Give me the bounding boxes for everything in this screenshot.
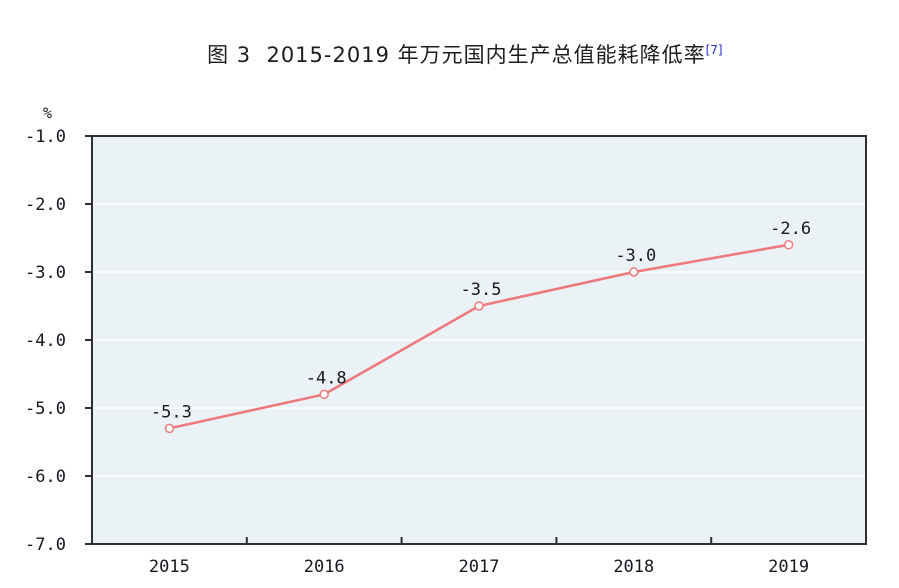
plot-border [91,135,867,545]
x-axis-tick-label: 2017 [459,557,500,577]
x-axis-tick-label: 2019 [768,557,809,577]
chart-title: 图 3 2015-2019 年万元国内生产总值能耗降低率[7] [0,15,899,93]
data-point-label: -3.5 [461,280,502,300]
data-point-marker [629,267,639,277]
chart-title-superscript: [7] [705,43,723,57]
chart-title-text: 图 3 2015-2019 年万元国内生产总值能耗降低率 [207,43,706,67]
y-axis-tick-label: -6.0 [25,467,66,487]
data-point-marker [783,240,794,250]
y-axis-tick-label: -1.0 [25,127,66,147]
data-point-marker [319,389,329,400]
x-axis-tick-label: 2018 [613,557,654,577]
y-axis-tick-label: -7.0 [25,535,66,555]
data-point-marker [474,301,484,311]
y-axis-tick-label: -2.0 [25,195,66,215]
data-point-label: -4.8 [306,368,347,388]
data-point-label: -2.6 [770,219,811,239]
x-axis-tick-label: 2015 [149,557,190,577]
y-axis-tick-label: -3.0 [25,263,66,283]
data-point-label: -5.3 [151,402,192,422]
y-axis-unit-label: % [43,104,52,122]
data-point-marker [164,423,175,434]
y-axis-tick-label: -4.0 [25,331,66,351]
x-axis-tick-label: 2016 [304,557,345,577]
y-axis-tick-label: -5.0 [25,399,66,419]
data-point-label: -3.0 [615,246,656,266]
